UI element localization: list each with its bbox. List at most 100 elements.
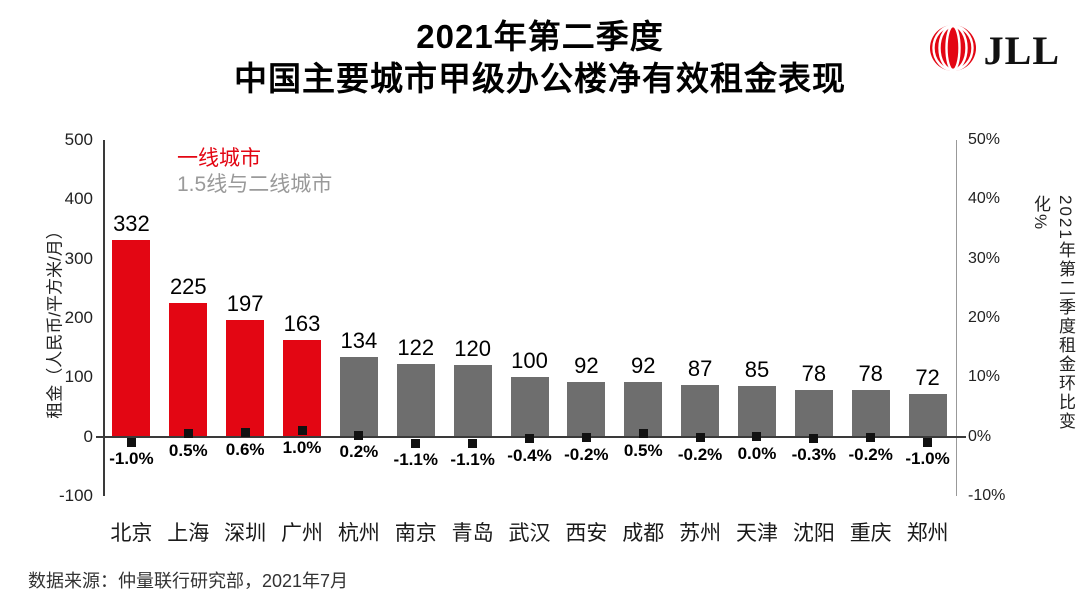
city-label-武汉: 武汉 bbox=[508, 522, 551, 545]
bar-深圳 bbox=[226, 319, 265, 437]
city-label-成都: 成都 bbox=[622, 522, 665, 545]
pct-change-marker bbox=[866, 433, 876, 443]
chart-legend: 一线城市 1.5线与二线城市 bbox=[177, 146, 332, 199]
pct-change-marker bbox=[923, 437, 933, 447]
y-tick-right: 0% bbox=[968, 427, 992, 445]
bar-天津 bbox=[737, 386, 776, 437]
bar-value-label: 92 bbox=[630, 352, 656, 378]
legend-item-tier2: 1.5线与二线城市 bbox=[177, 173, 333, 197]
bar-value-label: 225 bbox=[169, 274, 207, 300]
title-line-2: 中国主要城市甲级办公楼净有效租金表现 bbox=[234, 60, 846, 98]
bar-value-label: 163 bbox=[283, 310, 321, 336]
y-tick-left: 300 bbox=[64, 248, 93, 268]
city-label-广州: 广州 bbox=[281, 522, 324, 545]
bar-value-label: 85 bbox=[744, 357, 770, 383]
city-label-深圳: 深圳 bbox=[224, 522, 267, 545]
bar-value-label: 120 bbox=[454, 336, 491, 362]
pct-change-label: 0.5% bbox=[623, 440, 663, 460]
bar-广州 bbox=[283, 339, 322, 437]
pct-change-marker bbox=[752, 432, 762, 441]
pct-change-marker bbox=[240, 428, 250, 438]
pct-change-marker bbox=[126, 437, 136, 447]
bar-上海 bbox=[169, 303, 208, 437]
legend-item-tier1: 一线城市 bbox=[177, 147, 261, 170]
bar-value-label: 122 bbox=[397, 335, 435, 361]
page-title: 2021年第二季度 中国主要城市甲级办公楼净有效租金表现 bbox=[0, 16, 1080, 100]
y-tick-left: 0 bbox=[83, 426, 93, 446]
city-label-重庆: 重庆 bbox=[849, 522, 892, 545]
bar-沈阳 bbox=[794, 390, 833, 437]
city-label-苏州: 苏州 bbox=[679, 522, 722, 545]
bar-value-label: 78 bbox=[801, 361, 827, 387]
bar-郑州 bbox=[908, 393, 947, 437]
left-axis-line bbox=[103, 140, 105, 496]
pct-change-label: 0.0% bbox=[737, 443, 777, 463]
pct-change-label: 1.0% bbox=[282, 437, 322, 457]
pct-change-label: -0.4% bbox=[507, 445, 552, 465]
y-tick-right: 10% bbox=[968, 368, 1001, 386]
pct-change-marker bbox=[411, 438, 421, 448]
pct-change-label: 0.2% bbox=[339, 442, 379, 462]
pct-change-marker bbox=[695, 433, 705, 443]
city-label-杭州: 杭州 bbox=[337, 522, 380, 545]
pct-change-label: -0.3% bbox=[791, 445, 837, 465]
pct-change-label: 0.5% bbox=[168, 440, 208, 460]
bar-苏州 bbox=[681, 384, 720, 437]
pct-change-marker bbox=[581, 433, 591, 443]
bar-武汉 bbox=[510, 377, 549, 437]
city-label-南京: 南京 bbox=[394, 522, 437, 545]
bar-value-label: 332 bbox=[113, 210, 150, 236]
city-label-北京: 北京 bbox=[110, 522, 153, 545]
pct-change-label: -1.1% bbox=[450, 450, 495, 470]
bar-北京 bbox=[112, 239, 151, 437]
city-label-青岛: 青岛 bbox=[451, 522, 494, 545]
source-note: 数据来源：仲量联行研究部，2021年7月 bbox=[28, 571, 349, 591]
bar-重庆 bbox=[851, 390, 890, 437]
pct-change-marker bbox=[297, 426, 307, 436]
y-tick-left: 400 bbox=[64, 189, 93, 209]
bar-杭州 bbox=[339, 357, 378, 437]
y-tick-right: 40% bbox=[968, 190, 1001, 208]
pct-change-label: -0.2% bbox=[564, 444, 609, 464]
pct-change-label: -1.0% bbox=[905, 449, 950, 469]
pct-change-marker bbox=[809, 433, 819, 443]
title-line-1: 2021年第二季度 bbox=[416, 18, 664, 55]
bar-成都 bbox=[624, 381, 663, 437]
y-tick-left: -100 bbox=[58, 485, 93, 505]
city-label-天津: 天津 bbox=[735, 522, 778, 545]
bar-value-label: 87 bbox=[687, 355, 713, 381]
y-tick-right: 50% bbox=[968, 131, 1001, 148]
pct-change-label: -1.0% bbox=[109, 449, 154, 469]
y-tick-left: 500 bbox=[64, 130, 93, 149]
bar-value-label: 134 bbox=[340, 328, 378, 354]
y-tick-right: 30% bbox=[968, 249, 1001, 267]
bar-value-label: 100 bbox=[511, 348, 548, 374]
y-tick-left: 100 bbox=[64, 367, 93, 387]
pct-change-marker bbox=[468, 438, 478, 448]
bar-value-label: 92 bbox=[574, 352, 599, 378]
city-label-沈阳: 沈阳 bbox=[792, 522, 835, 545]
bar-青岛 bbox=[453, 365, 492, 437]
y-tick-right: 20% bbox=[968, 308, 1001, 326]
right-axis-line bbox=[956, 140, 957, 496]
jll-globe-icon bbox=[929, 24, 977, 77]
y-tick-left: 200 bbox=[64, 307, 93, 327]
pct-change-marker bbox=[638, 429, 648, 439]
city-label-西安: 西安 bbox=[565, 522, 608, 545]
jll-logo-text: JLL bbox=[983, 27, 1060, 73]
bar-南京 bbox=[396, 364, 435, 437]
pct-change-marker bbox=[354, 430, 364, 440]
city-label-郑州: 郑州 bbox=[906, 522, 949, 545]
jll-logo: JLL bbox=[929, 24, 1060, 77]
right-axis-title: 2021年第二季度租金环比变化% bbox=[1031, 195, 1075, 431]
bar-value-label: 78 bbox=[858, 361, 883, 387]
pct-change-label: -0.2% bbox=[677, 444, 723, 464]
bar-value-label: 72 bbox=[915, 364, 940, 390]
pct-change-label: 0.6% bbox=[225, 439, 265, 459]
pct-change-marker bbox=[183, 429, 193, 439]
pct-change-label: -1.1% bbox=[393, 450, 438, 470]
pct-change-marker bbox=[525, 434, 534, 444]
pct-change-label: -0.2% bbox=[848, 444, 893, 464]
